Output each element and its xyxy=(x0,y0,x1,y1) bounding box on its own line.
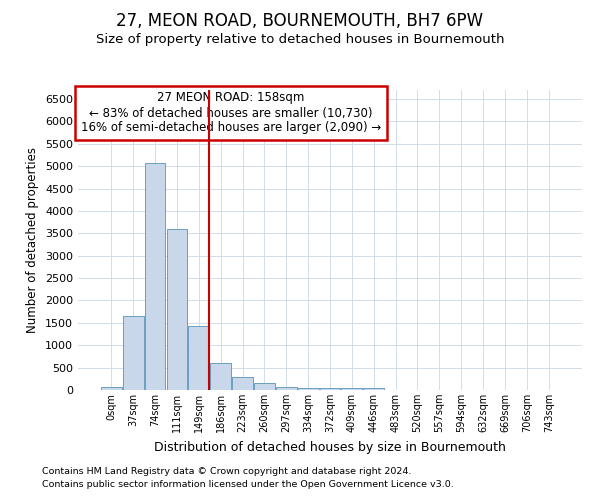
Bar xyxy=(123,316,143,390)
Bar xyxy=(145,162,166,390)
Text: Size of property relative to detached houses in Bournemouth: Size of property relative to detached ho… xyxy=(96,32,504,46)
X-axis label: Distribution of detached houses by size in Bournemouth: Distribution of detached houses by size … xyxy=(154,440,506,454)
Bar xyxy=(254,384,275,390)
Bar xyxy=(341,388,362,390)
Bar xyxy=(276,388,296,390)
Bar xyxy=(167,229,187,390)
Bar xyxy=(101,387,122,390)
Bar xyxy=(210,362,231,390)
Text: 27, MEON ROAD, BOURNEMOUTH, BH7 6PW: 27, MEON ROAD, BOURNEMOUTH, BH7 6PW xyxy=(116,12,484,30)
Bar xyxy=(298,388,319,390)
Text: Contains public sector information licensed under the Open Government Licence v3: Contains public sector information licen… xyxy=(42,480,454,489)
Bar xyxy=(232,376,253,390)
Bar xyxy=(320,388,340,390)
Text: Contains HM Land Registry data © Crown copyright and database right 2024.: Contains HM Land Registry data © Crown c… xyxy=(42,467,412,476)
Text: 27 MEON ROAD: 158sqm
← 83% of detached houses are smaller (10,730)
16% of semi-d: 27 MEON ROAD: 158sqm ← 83% of detached h… xyxy=(80,92,381,134)
Y-axis label: Number of detached properties: Number of detached properties xyxy=(26,147,40,333)
Bar xyxy=(364,388,384,390)
Bar xyxy=(188,326,209,390)
